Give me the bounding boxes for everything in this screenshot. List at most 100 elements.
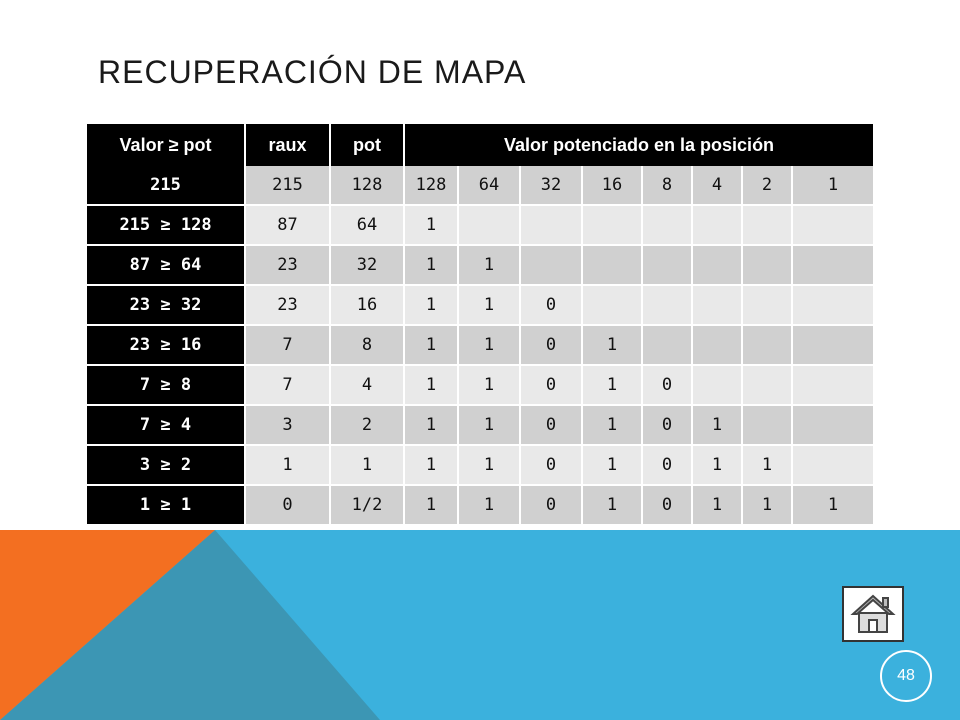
table-row: 215 215 128 128 64 32 16 8 4 2 1 bbox=[87, 166, 874, 206]
table-cell: 1 bbox=[457, 285, 520, 326]
table-cell: 64 bbox=[457, 166, 520, 206]
table-cell bbox=[641, 245, 692, 286]
table-cell: 1 bbox=[691, 445, 742, 486]
header-valor-potenciado: Valor potenciado en la posición bbox=[404, 124, 874, 166]
table-cell: 1 bbox=[581, 405, 642, 446]
table-cell: 0 bbox=[519, 285, 582, 326]
table-cell: 7 bbox=[244, 365, 330, 406]
table-cell: 1 bbox=[403, 445, 458, 486]
table-cell: 4 bbox=[329, 365, 404, 406]
table-cell: 128 bbox=[403, 166, 458, 206]
table-cell bbox=[741, 285, 792, 326]
table-cell: 1 bbox=[457, 365, 520, 406]
table-cell bbox=[790, 405, 874, 446]
row-label: 7 ≥ 4 bbox=[87, 405, 245, 446]
table-row: 23 ≥ 16 7 8 1 1 0 1 bbox=[87, 325, 874, 366]
table-cell: 1 bbox=[403, 325, 458, 366]
table-cell: 32 bbox=[519, 166, 582, 206]
dark-blue-triangle bbox=[0, 530, 380, 720]
row-label: 23 ≥ 16 bbox=[87, 325, 245, 366]
table-cell bbox=[457, 205, 520, 246]
table-cell: 1 bbox=[403, 485, 458, 526]
table-cell: 1 bbox=[403, 245, 458, 286]
table-cell: 1 bbox=[403, 285, 458, 326]
table-cell: 2 bbox=[329, 405, 404, 446]
table-cell: 0 bbox=[641, 405, 692, 446]
table-cell: 1 bbox=[457, 485, 520, 526]
table-cell: 1 bbox=[691, 485, 742, 526]
slide-title: RECUPERACIÓN DE MAPA bbox=[98, 54, 527, 90]
table-cell: 1 bbox=[741, 485, 792, 526]
table-cell: 1 bbox=[329, 445, 404, 486]
table-cell: 0 bbox=[519, 485, 582, 526]
table-cell: 1 bbox=[457, 405, 520, 446]
table-cell: 4 bbox=[691, 166, 742, 206]
header-valor-pot: Valor ≥ pot bbox=[87, 124, 246, 166]
home-icon bbox=[850, 594, 896, 633]
table-cell: 0 bbox=[641, 445, 692, 486]
table-row: 215 ≥ 128 87 64 1 bbox=[87, 205, 874, 246]
table-cell: 215 bbox=[244, 166, 330, 206]
table-header-row: Valor ≥ pot raux pot Valor potenciado en… bbox=[87, 124, 874, 166]
table-cell bbox=[741, 365, 792, 406]
table-cell bbox=[741, 245, 792, 286]
table-cell bbox=[790, 285, 874, 326]
table-row: 87 ≥ 64 23 32 1 1 bbox=[87, 245, 874, 286]
table-cell: 64 bbox=[329, 205, 404, 246]
table-cell bbox=[741, 405, 792, 446]
home-button[interactable] bbox=[842, 586, 904, 642]
table-cell: 1 bbox=[403, 365, 458, 406]
row-label: 215 bbox=[87, 166, 245, 206]
table-cell: 0 bbox=[519, 405, 582, 446]
row-label: 87 ≥ 64 bbox=[87, 245, 245, 286]
table-cell bbox=[790, 365, 874, 406]
table-cell: 1 bbox=[581, 445, 642, 486]
table-row: 1 ≥ 1 0 1/2 1 1 0 1 0 1 1 1 bbox=[87, 485, 874, 526]
table-cell: 1 bbox=[244, 445, 330, 486]
table-cell: 1 bbox=[403, 205, 458, 246]
table-cell: 1 bbox=[581, 325, 642, 366]
table-cell: 3 bbox=[244, 405, 330, 446]
table-cell bbox=[519, 205, 582, 246]
row-label: 3 ≥ 2 bbox=[87, 445, 245, 486]
table-cell bbox=[790, 205, 874, 246]
table-cell bbox=[641, 285, 692, 326]
table-cell: 1 bbox=[457, 245, 520, 286]
table-cell bbox=[691, 365, 742, 406]
table-cell: 0 bbox=[519, 445, 582, 486]
table-cell: 8 bbox=[641, 166, 692, 206]
table-cell bbox=[691, 285, 742, 326]
row-label: 215 ≥ 128 bbox=[87, 205, 245, 246]
table-cell bbox=[691, 205, 742, 246]
table-cell: 0 bbox=[519, 365, 582, 406]
orange-triangle bbox=[0, 530, 215, 720]
bottom-decoration bbox=[0, 530, 960, 720]
table-cell: 0 bbox=[519, 325, 582, 366]
table-cell: 0 bbox=[641, 365, 692, 406]
table-cell bbox=[641, 205, 692, 246]
table-cell bbox=[790, 325, 874, 366]
table-cell: 0 bbox=[244, 485, 330, 526]
table-cell: 23 bbox=[244, 245, 330, 286]
table-cell: 128 bbox=[329, 166, 404, 206]
table-cell: 1 bbox=[457, 325, 520, 366]
table-cell: 1 bbox=[457, 445, 520, 486]
table-row: 23 ≥ 32 23 16 1 1 0 bbox=[87, 285, 874, 326]
table-cell bbox=[790, 445, 874, 486]
table-cell: 1 bbox=[581, 365, 642, 406]
table-cell: 1 bbox=[691, 405, 742, 446]
table-cell bbox=[581, 205, 642, 246]
table-cell bbox=[691, 245, 742, 286]
table-cell: 1 bbox=[790, 166, 874, 206]
row-label: 7 ≥ 8 bbox=[87, 365, 245, 406]
table-cell: 1 bbox=[403, 405, 458, 446]
table-cell: 2 bbox=[741, 166, 792, 206]
header-raux: raux bbox=[245, 124, 331, 166]
table-cell: 16 bbox=[329, 285, 404, 326]
table-cell: 16 bbox=[581, 166, 642, 206]
table-cell: 1 bbox=[741, 445, 792, 486]
table-cell: 87 bbox=[244, 205, 330, 246]
